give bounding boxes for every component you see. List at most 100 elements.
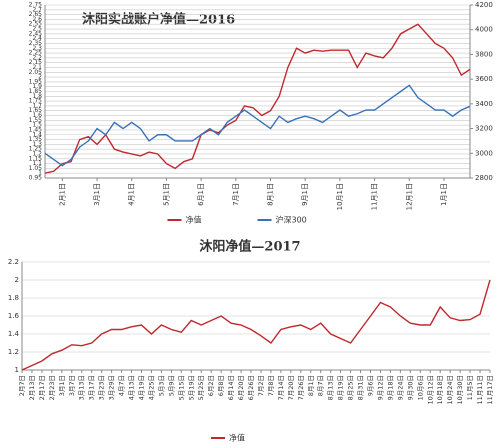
y-tick-label: 2.05	[29, 69, 43, 76]
y2-tick-label: 4000	[475, 26, 493, 34]
y-tick-label: 1.3	[32, 141, 42, 148]
y-tick-label: 1.7	[32, 102, 42, 109]
y-tick-label: 1.15	[29, 155, 43, 162]
series-line	[44, 23, 471, 174]
y-tick-label: 0.95	[29, 175, 43, 182]
x-tick-label: 11月1日	[371, 183, 379, 210]
y-tick-label: 1.6	[32, 112, 42, 119]
x-tick-label: 10月24日	[446, 375, 454, 405]
x-tick-label: 4月1日	[128, 183, 136, 206]
legend-label: 净值	[186, 215, 202, 225]
x-tick-label: 9月30日	[406, 375, 414, 400]
x-tick-label: 9月6日	[367, 375, 375, 396]
x-tick-label: 10月12日	[426, 375, 434, 405]
y-tick-label: 1.8	[8, 294, 19, 302]
x-tick-label: 5月15日	[177, 375, 185, 400]
y-tick-label: 2.4	[32, 35, 42, 42]
x-tick-label: 6月14日	[227, 375, 235, 400]
y-tick-label: 2.2	[32, 54, 42, 61]
x-tick-label: 6月26日	[247, 375, 255, 400]
x-tick-label: 6月20日	[237, 375, 245, 400]
y-tick-label: 1.55	[29, 117, 43, 124]
y-tick-label: 2.35	[29, 40, 43, 47]
y2-tick-label: 3400	[475, 100, 493, 108]
y-tick-label: 1.45	[29, 126, 43, 133]
x-tick-label: 8月1日	[267, 183, 275, 206]
y-tick-label: 1.2	[8, 348, 19, 356]
y-tick-label: 1.05	[29, 165, 43, 172]
x-tick-label: 7月20日	[287, 375, 295, 400]
y2-tick-label: 3200	[475, 125, 493, 133]
x-tick-label: 8月31日	[357, 375, 365, 400]
x-tick-label: 10月18日	[436, 375, 444, 405]
y-tick-label: 1.75	[29, 98, 43, 105]
x-tick-label: 2月1日	[58, 183, 66, 206]
chart-title: 沐阳净值—2017	[199, 239, 300, 255]
x-tick-label: 11月11日	[476, 375, 484, 405]
x-tick-label: 2月13日	[28, 375, 36, 400]
series-line	[44, 84, 471, 167]
x-tick-label: 8月7日	[317, 375, 325, 396]
x-tick-label: 7月1日	[232, 183, 240, 206]
y2-tick-label: 3600	[475, 75, 493, 83]
x-tick-label: 2月17日	[38, 375, 46, 400]
x-tick-label: 4月19日	[137, 375, 145, 400]
legend-label: 沪深300	[276, 215, 307, 225]
y2-tick-label: 2800	[475, 174, 493, 182]
y-tick-label: 1.8	[32, 93, 42, 100]
x-tick-label: 7月2日	[257, 375, 265, 396]
y-tick-label: 1	[15, 366, 19, 374]
x-tick-label: 6月1日	[197, 183, 205, 206]
x-tick-label: 5月19日	[187, 375, 195, 400]
y-tick-label: 1.25	[29, 146, 43, 153]
x-tick-label: 3月7日	[68, 375, 76, 396]
x-tick-label: 6月8日	[217, 375, 225, 396]
y-tick-label: 2.65	[29, 11, 43, 18]
x-tick-label: 11月5日	[466, 375, 474, 400]
x-tick-label: 7月14日	[277, 375, 285, 400]
y-tick-label: 1.1	[32, 160, 42, 167]
y-tick-label: 2.45	[29, 30, 43, 37]
y-tick-label: 2.25	[29, 50, 43, 57]
y2-tick-label: 3800	[475, 50, 493, 58]
x-tick-label: 8月19日	[337, 375, 345, 400]
y-tick-label: 1.65	[29, 107, 43, 114]
x-tick-label: 10月1日	[336, 183, 344, 210]
y-tick-label: 2.5	[32, 26, 42, 33]
x-tick-label: 8月25日	[347, 375, 355, 400]
y-tick-label: 1.2	[32, 150, 42, 157]
x-tick-label: 3月29日	[108, 375, 116, 400]
x-tick-label: 4月13日	[128, 375, 136, 400]
y-tick-label: 2.6	[32, 16, 42, 23]
x-tick-label: 3月1日	[58, 375, 66, 396]
x-tick-label: 4月25日	[147, 375, 155, 400]
y-tick-label: 2.7	[32, 6, 42, 13]
x-tick-label: 9月1日	[301, 183, 309, 206]
x-tick-label: 5月25日	[197, 375, 205, 400]
y-tick-label: 1.5	[32, 122, 42, 129]
y-tick-label: 1.95	[29, 78, 43, 85]
y-tick-label: 2.2	[8, 258, 19, 266]
y2-tick-label: 3000	[475, 149, 493, 157]
x-tick-label: 2月23日	[48, 375, 56, 400]
y-tick-label: 1.4	[8, 330, 20, 338]
x-tick-label: 5月1日	[162, 183, 170, 206]
y-tick-label: 1.6	[8, 312, 20, 320]
x-tick-label: 7月8日	[267, 375, 275, 396]
x-tick-label: 9月24日	[396, 375, 404, 400]
x-tick-label: 3月1日	[93, 183, 101, 206]
x-tick-label: 1月1日	[440, 183, 448, 206]
x-tick-label: 6月2日	[207, 375, 215, 396]
y-tick-label: 2.75	[29, 2, 43, 9]
x-tick-label: 3月23日	[98, 375, 106, 400]
y-tick-label: 2.55	[29, 21, 43, 28]
y-tick-label: 1.9	[32, 83, 42, 90]
x-tick-label: 8月13日	[327, 375, 335, 400]
x-tick-label: 8月1日	[307, 375, 315, 396]
x-tick-label: 12月1日	[405, 183, 413, 210]
x-tick-label: 10月30日	[456, 375, 464, 405]
series-line	[21, 279, 491, 371]
x-tick-label: 4月7日	[118, 375, 126, 396]
y-tick-label: 1.85	[29, 88, 43, 95]
